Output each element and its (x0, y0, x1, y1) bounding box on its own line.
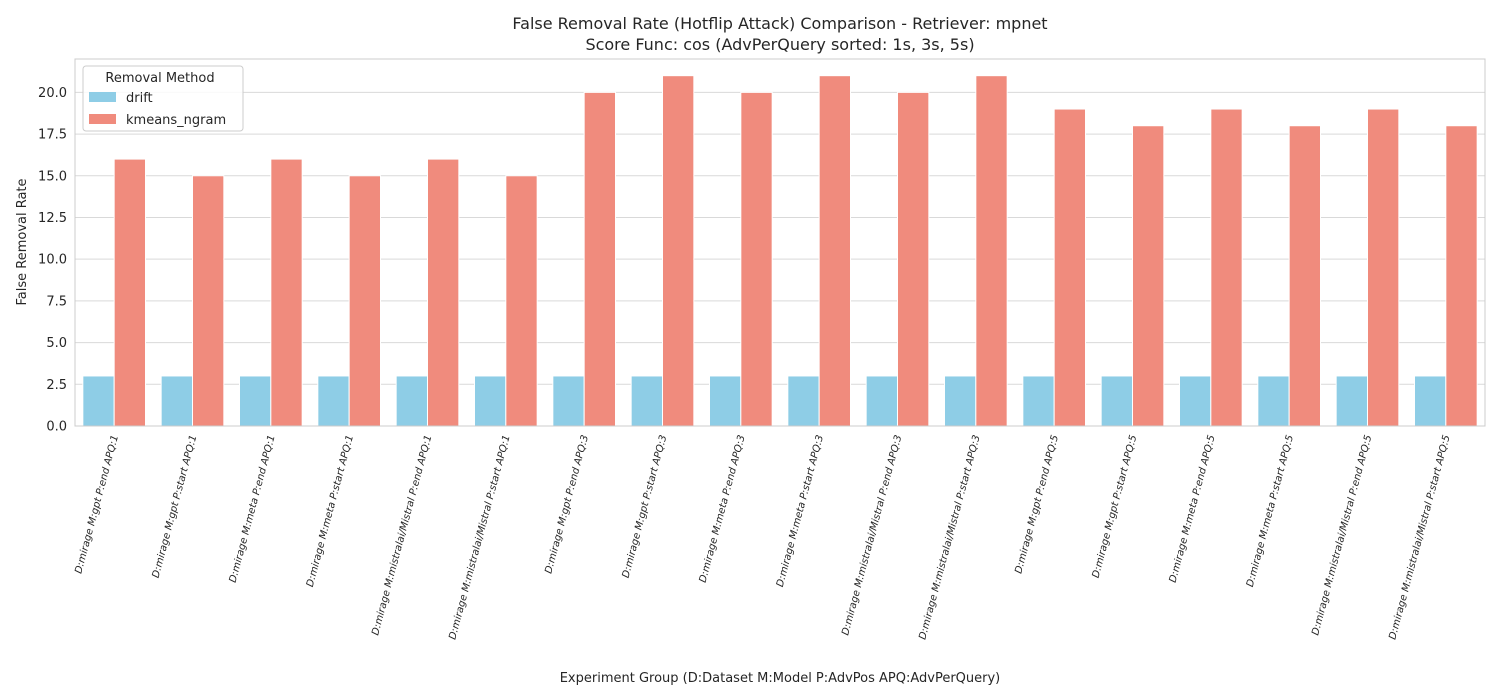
bar-kmeans-ngram (192, 175, 225, 427)
y-tick-label: 2.5 (46, 378, 67, 393)
bar-kmeans-ngram (740, 91, 773, 427)
bar-kmeans-ngram (1367, 108, 1400, 427)
gridlines (75, 91, 1485, 427)
bar-kmeans-ngram (1210, 108, 1243, 427)
plot-frame (74, 58, 1486, 427)
y-tick-label: 5.0 (46, 336, 67, 351)
y-tick-label: 17.5 (38, 128, 67, 143)
x-tick-label: D:mirage M:gpt P:end APQ:5 (1013, 434, 1061, 575)
bar-kmeans-ngram (1288, 125, 1321, 427)
x-tick-label: D:mirage M:meta P:start APQ:3 (775, 434, 826, 588)
bar-drift (944, 375, 977, 427)
bar-drift (630, 375, 664, 427)
x-tick-label: D:mirage M:mistralai/Mistral P:start APQ… (1387, 434, 1452, 641)
bar-kmeans-ngram (113, 158, 146, 427)
bar-drift (160, 375, 194, 427)
y-tick-label: 15.0 (38, 169, 67, 184)
legend: Removal Method drift kmeans_ngram (82, 65, 244, 132)
legend-box (82, 65, 244, 132)
y-tick-label: 20.0 (38, 86, 67, 101)
bar-drift (1335, 375, 1368, 427)
bar-drift (317, 375, 350, 427)
bar-drift (787, 375, 820, 427)
y-tick-label: 7.5 (46, 294, 67, 309)
bar-drift (82, 375, 115, 427)
bar-kmeans-ngram (1445, 125, 1478, 427)
bar-kmeans-ngram (1053, 108, 1086, 427)
bar-kmeans-ngram (818, 75, 852, 427)
x-tick-label: D:mirage M:gpt P:start APQ:3 (621, 434, 670, 579)
bar-drift (709, 375, 742, 427)
bar-kmeans-ngram (975, 75, 1008, 427)
x-tick-label: D:mirage M:mistralai/Mistral P:end APQ:1 (370, 434, 434, 637)
x-tick-label: D:mirage M:meta P:start APQ:1 (305, 434, 356, 588)
legend-swatch-kmeans-ngram (89, 114, 116, 124)
x-tick-label: D:mirage M:mistralai/Mistral P:start APQ… (447, 434, 512, 641)
bar-drift (1179, 375, 1212, 427)
bar-drift (474, 375, 507, 427)
chart-subtitle: Score Func: cos (AdvPerQuery sorted: 1s,… (585, 35, 974, 54)
bar-drift (552, 375, 585, 427)
x-tick-label: D:mirage M:gpt P:start APQ:5 (1091, 434, 1140, 579)
x-tick-label: D:mirage M:meta P:end APQ:5 (1168, 434, 1218, 584)
x-axis-label: Experiment Group (D:Dataset M:Model P:Ad… (560, 671, 1001, 686)
x-tick-label: D:mirage M:meta P:start APQ:5 (1245, 434, 1296, 588)
bar-kmeans-ngram (348, 175, 381, 427)
legend-title: Removal Method (105, 71, 214, 86)
y-tick-label: 12.5 (38, 211, 67, 226)
bar-kmeans-ngram (583, 91, 617, 427)
y-axis-label: False Removal Rate (15, 178, 30, 305)
bar-drift (1257, 375, 1290, 427)
bar-drift (865, 375, 899, 427)
y-axis-ticks: 0.0 2.5 5.0 7.5 10.0 12.5 15.0 17.5 20.0 (38, 86, 67, 435)
bar-kmeans-ngram (505, 175, 538, 427)
bar-kmeans-ngram (662, 75, 695, 427)
x-tick-label: D:mirage M:meta P:end APQ:1 (228, 434, 278, 584)
x-tick-label: D:mirage M:gpt P:end APQ:3 (543, 434, 591, 575)
bar-drift (1100, 375, 1133, 427)
x-tick-label: D:mirage M:gpt P:start APQ:1 (151, 434, 200, 579)
bar-drift (239, 375, 272, 427)
legend-label-kmeans-ngram: kmeans_ngram (126, 113, 226, 128)
bar-drift (1414, 375, 1447, 427)
bar-kmeans-ngram (897, 91, 930, 427)
bar-drift (1022, 375, 1055, 427)
bar-kmeans-ngram (270, 158, 303, 427)
y-tick-label: 0.0 (46, 420, 67, 435)
chart-title: False Removal Rate (Hotflip Attack) Comp… (512, 14, 1047, 33)
legend-label-drift: drift (126, 91, 153, 106)
x-tick-label: D:mirage M:mistralai/Mistral P:end APQ:5 (1310, 434, 1374, 637)
x-tick-label: D:mirage M:mistralai/Mistral P:start APQ… (917, 434, 982, 641)
x-tick-label: D:mirage M:gpt P:end APQ:1 (73, 434, 121, 575)
bar-drift (395, 375, 428, 427)
legend-swatch-drift (89, 92, 116, 102)
bar-kmeans-ngram (427, 158, 460, 427)
bars (82, 75, 1478, 427)
y-tick-label: 10.0 (38, 253, 67, 268)
x-tick-label: D:mirage M:meta P:end APQ:3 (698, 434, 748, 584)
x-axis-ticks: D:mirage M:gpt P:end APQ:1 D:mirage M:gpt… (73, 434, 1452, 641)
x-tick-label: D:mirage M:mistralai/Mistral P:end APQ:3 (840, 434, 904, 637)
bar-kmeans-ngram (1132, 125, 1165, 427)
